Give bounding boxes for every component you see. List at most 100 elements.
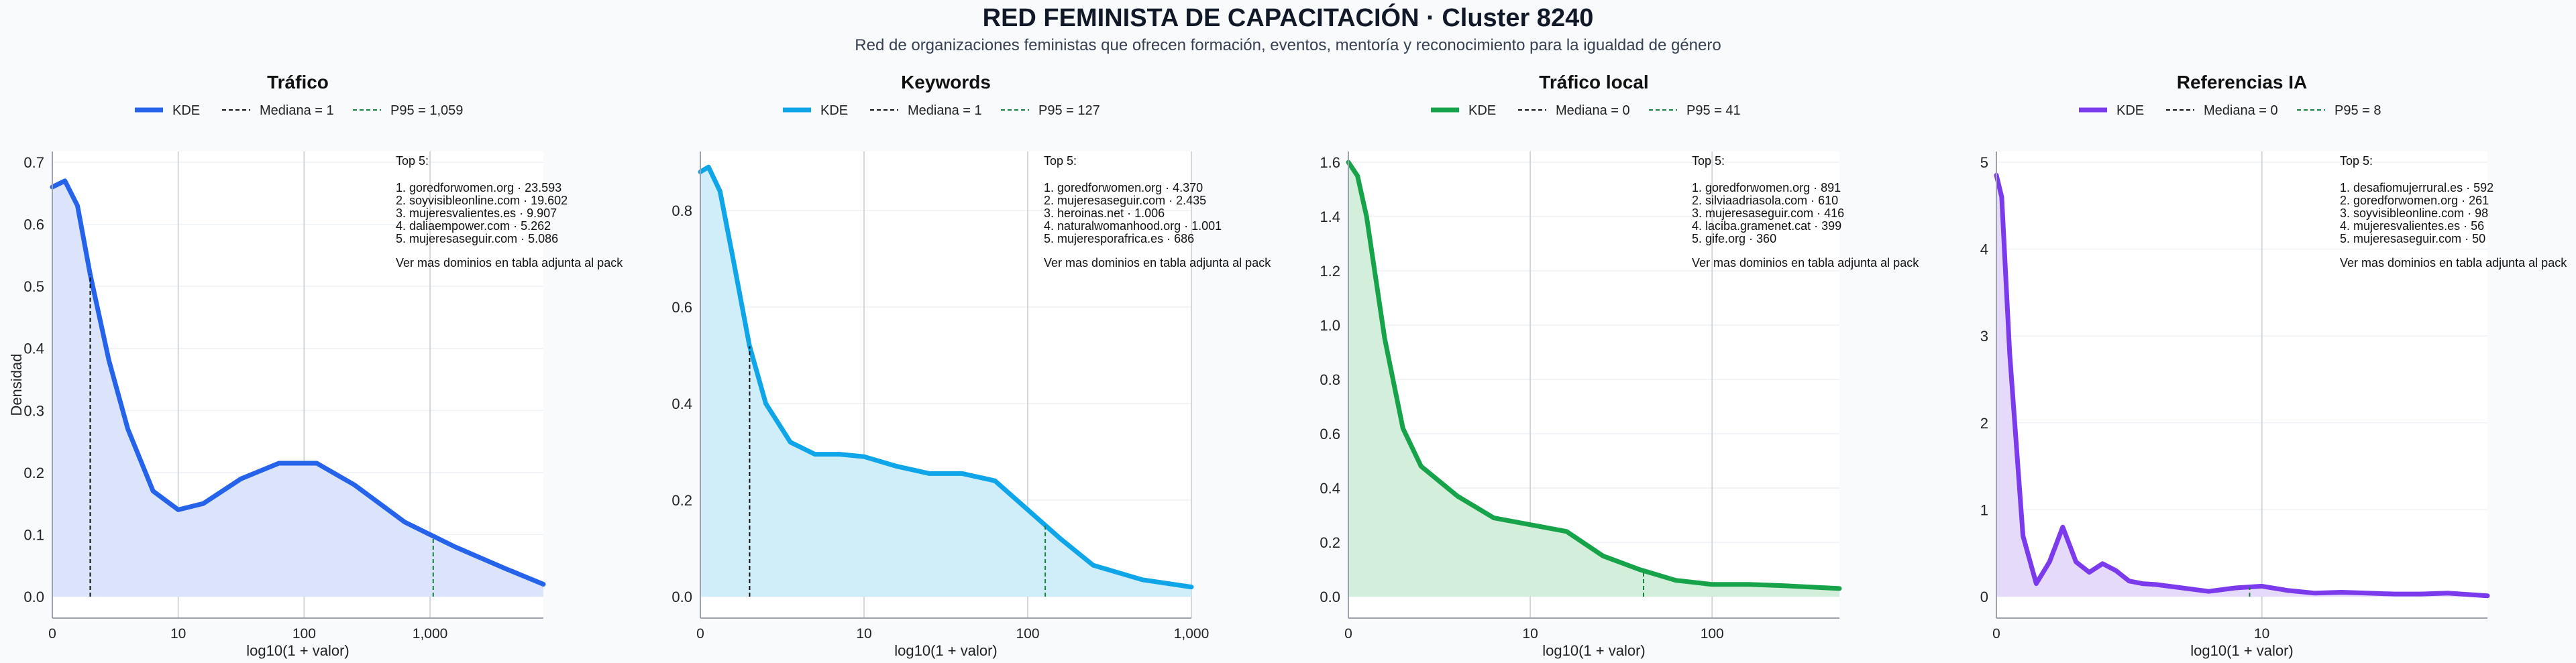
top5-item: 5. mujeresporafrica.es · 686: [1044, 232, 1194, 245]
y-tick-label: 0.6: [672, 299, 692, 316]
chart-panel-2: 0.0 0.2 0.4 0.6 0.8 0 10 100 1,000 log10(1 + valo…: [672, 72, 1271, 659]
y-tick-label: 0.4: [1320, 480, 1340, 497]
x-tick-label: 100: [1701, 626, 1724, 642]
y-tick-label: 0.1: [23, 526, 44, 543]
y-tick-label: 1.6: [1320, 154, 1340, 171]
top5-item: 4. laciba.gramenet.cat · 399: [1692, 219, 1841, 233]
top5-item: 3. mujeresvalientes.es · 9.907: [396, 206, 557, 220]
top5-item: 4. daliaempower.com · 5.262: [396, 219, 551, 233]
y-tick-label: 5: [1980, 154, 1988, 171]
y-axis-label: Densidad: [8, 354, 25, 416]
legend-kde-label: KDE: [172, 103, 200, 118]
kde-area: [1348, 162, 1839, 597]
legend-p95-label: P95 = 8: [2334, 103, 2381, 118]
top5-item: 2. mujeresaseguir.com · 2.435: [1044, 194, 1206, 207]
top5-note: Ver mas dominios en tabla adjunta al pac…: [2340, 256, 2567, 269]
x-tick-label: 0: [696, 626, 704, 642]
y-tick-label: 0.7: [23, 154, 44, 171]
y-tick-label: 0.8: [672, 202, 692, 219]
top5-item: 2. goredforwomen.org · 261: [2340, 194, 2489, 207]
y-tick-label: 0.2: [23, 465, 44, 481]
x-axis-label: log10(1 + valor): [2190, 642, 2293, 659]
chart-title: Tráfico local: [1539, 72, 1648, 93]
x-axis-label: log10(1 + valor): [1542, 642, 1645, 659]
chart-title: Referencias IA: [2177, 72, 2308, 93]
y-tick-label: 3: [1980, 328, 1988, 345]
x-axis-label: log10(1 + valor): [246, 642, 349, 659]
x-tick-label: 1,000: [413, 626, 448, 642]
top5-note: Ver mas dominios en tabla adjunta al pac…: [396, 256, 623, 269]
top5-item: 2. soyvisibleonline.com · 19.602: [396, 194, 568, 207]
legend-p95-label: P95 = 41: [1686, 103, 1741, 118]
legend-p95-label: P95 = 1,059: [390, 103, 463, 118]
kde-line: [698, 164, 1194, 590]
kde-area: [52, 180, 543, 597]
top5-item: 3. soyvisibleonline.com · 98: [2340, 206, 2488, 220]
y-tick-label: 1: [1980, 501, 1988, 518]
plot-area: [1996, 152, 2487, 618]
y-tick-label: 0.6: [1320, 426, 1340, 442]
x-tick-label: 1,000: [1174, 626, 1210, 642]
top5-item: 5. gife.org · 360: [1692, 232, 1776, 245]
top5-item: 2. silviaadriasola.com · 610: [1692, 194, 1838, 207]
x-axis-label: log10(1 + valor): [894, 642, 997, 659]
top5-item: 5. mujeresaseguir.com · 50: [2340, 232, 2485, 245]
kde-area: [700, 167, 1191, 597]
x-tick-label: 100: [1016, 626, 1039, 642]
y-tick-label: 1.2: [1320, 263, 1340, 280]
y-tick-label: 0.2: [672, 492, 692, 509]
y-tick-label: 0.2: [1320, 534, 1340, 551]
y-tick-label: 0.0: [1320, 589, 1340, 605]
chart-title: Keywords: [901, 72, 991, 93]
x-tick-label: 10: [856, 626, 871, 642]
y-tick-label: 0.3: [23, 402, 44, 419]
page-subtitle: Red de organizaciones feministas que ofr…: [855, 36, 1721, 54]
legend-p95-label: P95 = 127: [1038, 103, 1100, 118]
legend-median-label: Mediana = 0: [2204, 103, 2278, 118]
x-tick-label: 10: [2254, 626, 2269, 642]
y-tick-label: 1.0: [1320, 317, 1340, 334]
x-tick-label: 0: [1344, 626, 1352, 642]
x-tick-label: 10: [170, 626, 186, 642]
top5-item: 5. mujeresaseguir.com · 5.086: [396, 232, 558, 245]
y-tick-label: 0.5: [23, 278, 44, 295]
top5-note: Ver mas dominios en tabla adjunta al pac…: [1044, 256, 1271, 269]
legend-median-label: Mediana = 1: [260, 103, 334, 118]
x-tick-label: 100: [292, 626, 316, 642]
kde-line: [50, 178, 546, 587]
top5-title: Top 5:: [396, 154, 429, 168]
legend-median-label: Mediana = 0: [1556, 103, 1630, 118]
top5-item: 1. goredforwomen.org · 4.370: [1044, 181, 1203, 194]
y-tick-label: 2: [1980, 415, 1988, 432]
top5-title: Top 5:: [2340, 154, 2373, 168]
y-tick-label: 4: [1980, 241, 1988, 258]
legend-median-label: Mediana = 1: [908, 103, 982, 118]
top5-title: Top 5:: [1692, 154, 1725, 168]
legend-kde-label: KDE: [1468, 103, 1496, 118]
x-tick-label: 10: [1522, 626, 1538, 642]
y-tick-label: 0.8: [1320, 371, 1340, 388]
top5-item: 1. goredforwomen.org · 23.593: [396, 181, 561, 194]
chart-title: Tráfico: [267, 72, 329, 93]
top5-item: 4. mujeresvalientes.es · 56: [2340, 219, 2484, 233]
y-tick-label: 0.4: [23, 341, 44, 357]
top5-item: 4. naturalwomanhood.org · 1.001: [1044, 219, 1222, 233]
x-tick-label: 0: [48, 626, 56, 642]
y-tick-label: 1.4: [1320, 208, 1340, 225]
top5-item: 3. mujeresaseguir.com · 416: [1692, 206, 1844, 220]
legend-kde-label: KDE: [820, 103, 848, 118]
chart-panel-3: 0.0 0.2 0.4 0.6 0.8 1.0 1.2 1.4 1.6 0 10 100 log10(1…: [1320, 72, 1919, 659]
top5-title: Top 5:: [1044, 154, 1077, 168]
y-tick-label: 0.4: [672, 396, 692, 412]
legend-kde-label: KDE: [2116, 103, 2144, 118]
top5-item: 3. heroinas.net · 1.006: [1044, 206, 1165, 220]
y-tick-label: 0.6: [23, 217, 44, 233]
y-tick-label: 0: [1980, 589, 1988, 605]
x-tick-label: 0: [1992, 626, 2000, 642]
top5-note: Ver mas dominios en tabla adjunta al pac…: [1692, 256, 1919, 269]
y-tick-label: 0.0: [23, 589, 44, 605]
top5-item: 1. desafiomujerrural.es · 592: [2340, 181, 2493, 194]
kde-line: [1994, 172, 2490, 599]
